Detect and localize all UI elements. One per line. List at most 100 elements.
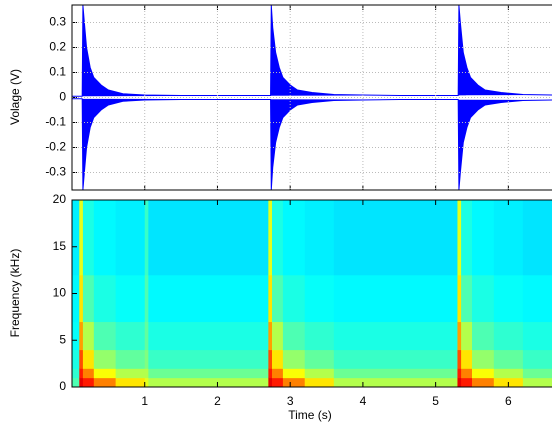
heatmap-cell <box>72 349 80 369</box>
heatmap-cell <box>457 274 462 323</box>
heatmap-cell <box>82 368 95 379</box>
heatmap-cell <box>304 377 335 388</box>
heatmap-cell <box>282 377 306 388</box>
heatmap-cell <box>457 200 462 276</box>
y-tick-label: 0 <box>59 90 66 104</box>
x-tick-label: 2 <box>214 394 221 408</box>
heatmap-cell <box>457 321 462 351</box>
heatmap-cell <box>79 274 84 323</box>
heatmap-cell <box>472 274 495 323</box>
heatmap-cell <box>72 274 80 323</box>
heatmap-cell <box>79 368 84 379</box>
heatmap-cell <box>461 349 473 369</box>
heatmap-cell <box>272 274 284 323</box>
heatmap-cell <box>333 321 458 351</box>
heatmap-cell <box>304 274 335 323</box>
heatmap-cell <box>144 321 149 351</box>
heatmap-cell <box>333 200 458 276</box>
y-tick-label: 0.3 <box>49 15 66 29</box>
heatmap-cell <box>282 274 306 323</box>
heatmap-cell <box>148 274 269 323</box>
heatmap-cell <box>457 349 462 369</box>
x-tick-label: 3 <box>287 394 294 408</box>
heatmap-cell <box>333 377 458 388</box>
heatmap-cell <box>82 321 95 351</box>
x-tick-label: 5 <box>432 394 439 408</box>
heatmap-cell <box>115 368 146 379</box>
heatmap-cell <box>493 368 524 379</box>
heatmap-cell <box>522 368 552 379</box>
x-tick-label: 6 <box>505 394 512 408</box>
heatmap-cell <box>268 368 273 379</box>
heatmap-cell <box>72 368 80 379</box>
heatmap-cell <box>93 321 117 351</box>
heatmap-cell <box>268 200 273 276</box>
heatmap-cell <box>144 368 149 379</box>
y-tick-label: 0.1 <box>49 65 66 79</box>
heatmap-cell <box>144 377 149 388</box>
heatmap-cell <box>268 349 273 369</box>
heatmap-cell <box>93 200 117 276</box>
heatmap-cell <box>79 321 84 351</box>
axes-frame <box>71 4 552 191</box>
waveform-envelope <box>72 98 552 191</box>
heatmap-cell <box>72 377 80 388</box>
heatmap-cell <box>522 274 552 323</box>
heatmap-cell <box>272 377 284 388</box>
heatmap-cell <box>472 368 495 379</box>
y-tick-label: 0 <box>59 379 66 393</box>
heatmap-cell <box>472 200 495 276</box>
heatmap-cell <box>144 349 149 369</box>
heatmap-cell <box>493 321 524 351</box>
y-tick-label: 10 <box>53 286 67 300</box>
heatmap-cell <box>115 274 146 323</box>
heatmap-cell <box>333 274 458 323</box>
y-tick-label: -0.2 <box>45 140 66 154</box>
heatmap-cell <box>493 200 524 276</box>
heatmap-cell <box>144 274 149 323</box>
y-tick-label: 0.2 <box>49 40 66 54</box>
y-tick-label: -0.1 <box>45 115 66 129</box>
heatmap-cell <box>268 377 273 388</box>
heatmap-cell <box>522 349 552 369</box>
heatmap-cell <box>82 274 95 323</box>
heatmap-cell <box>82 200 95 276</box>
y-tick-label: -0.3 <box>45 165 66 179</box>
heatmap-cell <box>82 349 95 369</box>
heatmap-cell <box>148 321 269 351</box>
heatmap-cell <box>522 200 552 276</box>
y-tick-label: 15 <box>53 239 67 253</box>
heatmap-cell <box>282 321 306 351</box>
heatmap-cell <box>72 200 80 276</box>
x-tick-label: 4 <box>360 394 367 408</box>
heatmap-cell <box>93 368 117 379</box>
heatmap-cell <box>282 200 306 276</box>
heatmap-cell <box>304 200 335 276</box>
heatmap-cell <box>268 321 273 351</box>
heatmap-cell <box>148 200 269 276</box>
heatmap-cell <box>333 349 458 369</box>
heatmap-cell <box>148 377 269 388</box>
heatmap-cell <box>472 321 495 351</box>
heatmap-cell <box>304 368 335 379</box>
heatmap-cell <box>461 321 473 351</box>
heatmap-cell <box>272 321 284 351</box>
heatmap-cell <box>115 200 146 276</box>
heatmap-cell <box>304 349 335 369</box>
axes-frame <box>71 199 552 388</box>
y-tick-label: 20 <box>53 192 67 206</box>
heatmap-cell <box>79 377 84 388</box>
heatmap-cell <box>272 368 284 379</box>
heatmap-cell <box>461 200 473 276</box>
heatmap-cell <box>522 321 552 351</box>
heatmap-cell <box>148 368 269 379</box>
heatmap-cell <box>93 274 117 323</box>
heatmap-cell <box>333 368 458 379</box>
heatmap-cell <box>144 200 149 276</box>
heatmap-cell <box>304 321 335 351</box>
heatmap-cell <box>493 349 524 369</box>
heatmap-cell <box>282 349 306 369</box>
heatmap-cell <box>493 274 524 323</box>
heatmap-cell <box>93 377 117 388</box>
